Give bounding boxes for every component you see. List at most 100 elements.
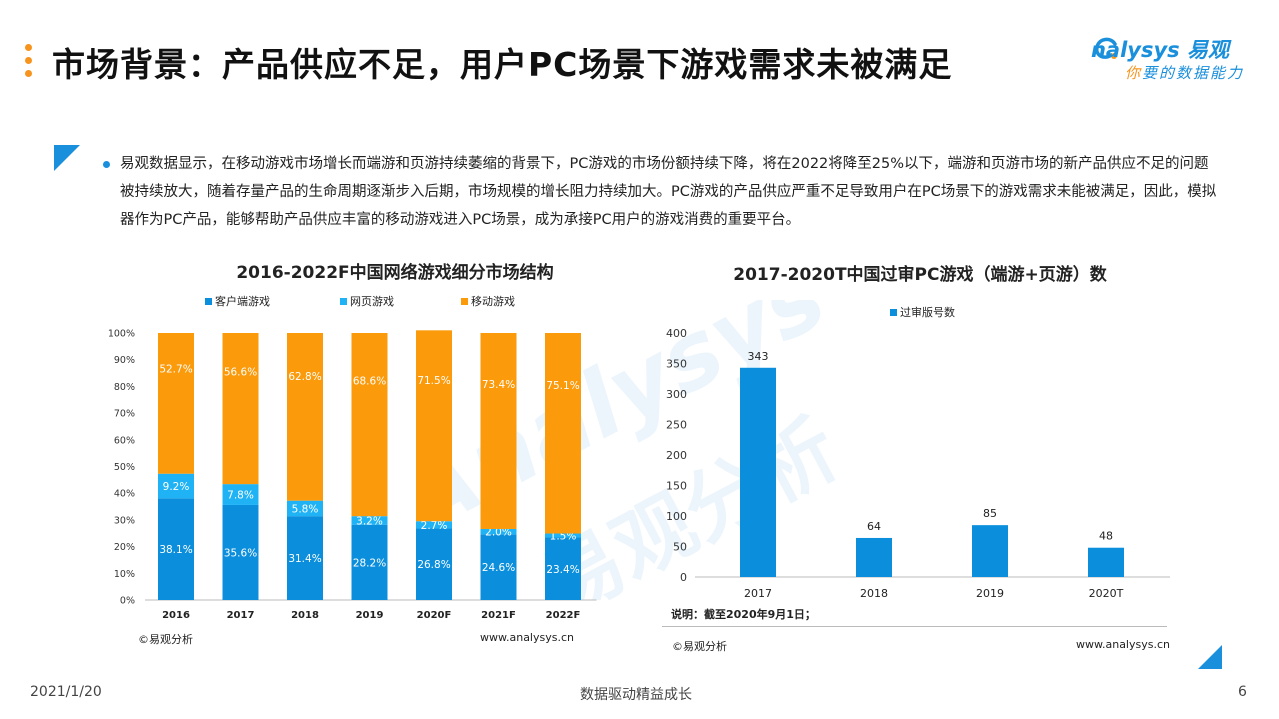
x-tick-label: 2016 xyxy=(162,610,190,621)
y-tick-label: 100% xyxy=(108,329,135,340)
data-label: 71.5% xyxy=(417,375,450,387)
legend-swatch-approved-icon xyxy=(890,309,897,316)
y-tick-label: 70% xyxy=(114,409,135,420)
data-label: 3.2% xyxy=(356,515,383,527)
data-label: 28.2% xyxy=(353,557,386,569)
data-label: 48 xyxy=(1099,530,1113,543)
corner-triangle-icon xyxy=(1198,645,1222,669)
data-label: 343 xyxy=(748,350,769,363)
x-tick-label: 2017 xyxy=(744,587,772,600)
bar-segment-client xyxy=(416,528,452,600)
logo-slogan-highlight: 你 xyxy=(1124,64,1142,82)
bar-segment-mobile xyxy=(545,333,581,534)
logo-swirl-icon xyxy=(1095,37,1117,59)
stacked-bar-chart: 0% 10% 20% 30% 40% 50% 60% 70% 80% 90% 100% 38.1% 9.… xyxy=(108,329,597,621)
page-number: 6 xyxy=(1238,684,1247,700)
legend-label-web: 网页游戏 xyxy=(350,295,394,308)
data-label: 2.0% xyxy=(485,527,512,539)
accent-dot-icon xyxy=(25,57,32,64)
bar-segment-mobile xyxy=(416,330,452,522)
legend-item-mobile: 移动游戏 xyxy=(461,290,515,309)
data-label: 85 xyxy=(983,507,997,520)
chart2-title: 2017-2020T中国过审PC游戏（端游+页游）数 xyxy=(733,265,1107,285)
accent-dot-icon xyxy=(25,70,32,77)
accent-dot-icon xyxy=(25,44,32,51)
y-tick-label: 300 xyxy=(666,388,687,401)
data-label: 38.1% xyxy=(159,544,192,556)
data-label: 1.5% xyxy=(550,531,577,543)
data-label: 24.6% xyxy=(482,562,515,574)
x-tick-label: 2019 xyxy=(976,587,1004,600)
legend-swatch-client-icon xyxy=(205,298,212,305)
legend-swatch-web-icon xyxy=(340,298,347,305)
chart2-note: 说明：截至2020年9月1日； xyxy=(671,608,816,621)
logo-slogan-rest: 要的数据能力 xyxy=(1141,64,1244,82)
legend-label-approved: 过审版号数 xyxy=(900,306,955,319)
bar xyxy=(740,367,776,577)
legend-item-client: 客户端游戏 xyxy=(205,290,270,309)
logo-text-en: nalysys 易观 xyxy=(1090,38,1229,62)
y-tick-label: 80% xyxy=(114,382,135,393)
data-label: 23.4% xyxy=(546,564,579,576)
data-label: 5.8% xyxy=(292,503,319,515)
bar-segment-web xyxy=(351,516,388,525)
y-tick-label: 0% xyxy=(120,596,135,607)
x-tick-label: 2018 xyxy=(860,587,888,600)
y-tick-label: 200 xyxy=(666,449,687,462)
bar-segment-web xyxy=(545,533,581,538)
y-tick-label: 400 xyxy=(666,327,687,340)
chart1-website: www.analysys.cn xyxy=(480,631,574,644)
bar xyxy=(972,525,1008,577)
data-label: 9.2% xyxy=(163,481,190,493)
bar-segment-web xyxy=(222,484,259,505)
bar-segment-client xyxy=(222,504,259,600)
y-tick-label: 40% xyxy=(114,489,135,500)
bar-segment-mobile xyxy=(287,333,323,501)
y-tick-label: 250 xyxy=(666,419,687,432)
bar-segment-web xyxy=(416,521,452,529)
bar-segment-web xyxy=(158,473,194,499)
chart1-title: 2016-2022F中国网络游戏细分市场结构 xyxy=(236,263,554,283)
y-tick-label: 60% xyxy=(114,435,135,446)
data-label: 62.8% xyxy=(288,371,321,383)
data-label: 7.8% xyxy=(227,490,254,502)
bar-segment-client xyxy=(545,537,581,600)
legend-label-mobile: 移动游戏 xyxy=(471,295,515,308)
x-tick-label: 2020F xyxy=(417,610,452,621)
data-label: 64 xyxy=(867,520,881,533)
legend-label-client: 客户端游戏 xyxy=(215,295,270,308)
y-tick-label: 0 xyxy=(680,571,687,584)
approval-bar-chart: 0 50 100 150 200 250 300 350 400 343 2017 64 2018 85 2… xyxy=(666,327,1170,600)
data-label: 75.1% xyxy=(546,380,579,392)
bar xyxy=(856,537,892,577)
bar-segment-client xyxy=(351,524,388,600)
y-tick-label: 30% xyxy=(114,515,135,526)
y-tick-label: 50 xyxy=(673,541,687,554)
data-label: 2.7% xyxy=(421,520,448,532)
bar xyxy=(1088,547,1124,577)
data-label: 31.4% xyxy=(288,553,321,565)
bar-segment-web xyxy=(287,500,323,517)
chart2-divider xyxy=(662,626,1167,627)
bar-segment-web xyxy=(480,528,517,535)
legend-item-web: 网页游戏 xyxy=(340,290,394,309)
bar-segment-mobile xyxy=(158,333,194,474)
x-tick-label: 2018 xyxy=(291,610,319,621)
legend-swatch-mobile-icon xyxy=(461,298,468,305)
chart2-legend: 过审版号数 xyxy=(890,301,955,320)
x-tick-label: 2020T xyxy=(1089,587,1124,600)
brand-logo xyxy=(1085,30,1255,90)
chart1-legend: 客户端游戏 网页游戏 移动游戏 xyxy=(205,290,605,308)
y-tick-label: 10% xyxy=(114,569,135,580)
data-label: 68.6% xyxy=(353,375,386,387)
bar-segment-mobile xyxy=(222,333,259,485)
data-label: 56.6% xyxy=(224,366,257,378)
y-tick-label: 100 xyxy=(666,510,687,523)
footer-slogan: 数据驱动精益成长 xyxy=(580,687,692,703)
summary-paragraph: 易观数据显示，在移动游戏市场增长而端游和页游持续萎缩的背景下，PC游戏的市场份额… xyxy=(120,156,1217,228)
bar-segment-client xyxy=(158,498,194,600)
chart2-source: ©易观分析 xyxy=(672,640,727,653)
data-label: 26.8% xyxy=(417,559,450,571)
title-accent-dots xyxy=(25,44,32,83)
y-tick-label: 20% xyxy=(114,542,135,553)
